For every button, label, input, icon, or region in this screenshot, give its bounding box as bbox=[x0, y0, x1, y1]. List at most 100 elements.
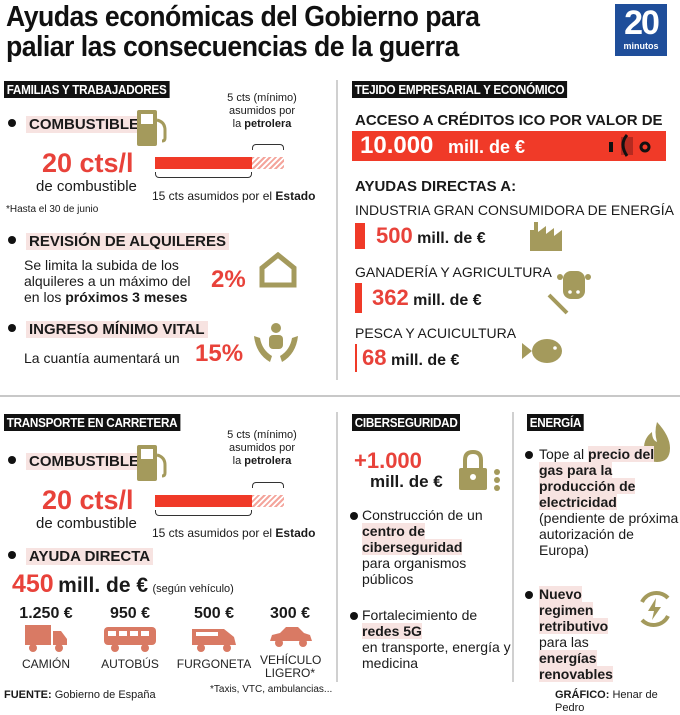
ayuda-directa-value: 450 mill. de € (según vehículo) bbox=[12, 570, 234, 599]
bar-petrolera bbox=[252, 495, 284, 507]
ayuda-directa-number: 450 bbox=[12, 570, 54, 598]
ayuda-bar-pesca bbox=[355, 344, 357, 372]
vehicle-price: 500 € bbox=[193, 605, 235, 622]
ciber-b1-pre: Construcción de un bbox=[362, 507, 483, 523]
transporte-combustible-sub: de combustible bbox=[36, 515, 137, 532]
brace-petrolera bbox=[252, 144, 284, 150]
ayuda-number: 500 bbox=[376, 223, 413, 248]
divider-vertical-top bbox=[336, 80, 338, 380]
vehicle-label: AUTOBÚS bbox=[101, 657, 159, 671]
ciber-b1-bold1: centro de bbox=[362, 523, 426, 539]
bullet-icon bbox=[8, 119, 16, 128]
bullet-icon bbox=[350, 612, 358, 620]
page-title: Ayudas económicas del Gobierno para pali… bbox=[6, 2, 480, 62]
divider-vertical-bottom-2 bbox=[512, 412, 514, 682]
ayuda-bar-ganaderia bbox=[355, 283, 362, 313]
ayuda-bar-industria bbox=[355, 223, 365, 249]
vehicle-label: FURGONETA bbox=[176, 657, 252, 671]
logo-word: minutos bbox=[623, 41, 659, 51]
ayuda-unit: mill. de € bbox=[390, 352, 460, 369]
imv-text: La cuantía aumentará un bbox=[24, 350, 180, 366]
factory-icon bbox=[530, 222, 562, 251]
vehicle-truck: 1.250 € CAMIÓN bbox=[6, 605, 86, 671]
alquileres-text: Se limita la subida de los alquileres a … bbox=[24, 257, 191, 305]
fuel-pump-icon bbox=[137, 445, 167, 481]
ciber-bullet-1: Construcción de un centro de ciberseguri… bbox=[350, 507, 512, 587]
bullet-icon bbox=[525, 591, 533, 599]
petrolera-note: 5 cts (mínimo) asumidos por la petrolera bbox=[226, 92, 298, 131]
ciber-amount: +1.000 bbox=[354, 448, 422, 473]
section-energia-label: ENERGÍA bbox=[527, 414, 584, 431]
van-icon bbox=[192, 629, 236, 652]
imv-title: INGRESO MÍNIMO VITAL bbox=[26, 321, 208, 338]
ayuda-number: 362 bbox=[372, 285, 409, 310]
alquileres-line2: alquileres a un máximo del bbox=[24, 273, 191, 289]
lock-network-icon bbox=[459, 450, 500, 491]
estado-bold: Estado bbox=[275, 526, 316, 540]
vehicle-price: 1.250 € bbox=[19, 605, 73, 622]
vehicle-price: 300 € bbox=[269, 605, 311, 622]
bullet-icon bbox=[525, 451, 533, 459]
divider-horizontal bbox=[0, 395, 680, 397]
combustible-heading: COMBUSTIBLE bbox=[8, 115, 142, 134]
brace-petrolera bbox=[252, 482, 284, 488]
section-familias-label: FAMILIAS Y TRABAJADORES bbox=[4, 81, 170, 98]
ico-unit: mill. de € bbox=[448, 137, 526, 157]
estado-bold: Estado bbox=[275, 189, 316, 203]
bullet-icon bbox=[8, 456, 16, 465]
ico-banner: 10.000 mill. de € bbox=[352, 131, 666, 161]
transporte-combustible-title: COMBUSTIBLE bbox=[26, 453, 142, 470]
imv-value: 15% bbox=[195, 340, 244, 367]
ciber-unit: mill. de € bbox=[370, 472, 443, 491]
bar-estado bbox=[155, 157, 252, 169]
section-tejido-label: TEJIDO EMPRESARIAL Y ECONÓMICO bbox=[352, 81, 568, 98]
vehicle-car: 300 € VEHÍCULO LIGERO* bbox=[250, 605, 330, 680]
petrolera-pre: la bbox=[232, 455, 245, 467]
energia-b2-mid: para las bbox=[539, 634, 589, 650]
credit-label: GRÁFICO: bbox=[555, 689, 610, 701]
ico-logo-icon bbox=[609, 134, 651, 157]
petrolera-line2: asumidos por bbox=[228, 442, 296, 454]
vehicle-label: VEHÍCULO LIGERO* bbox=[260, 653, 322, 680]
bullet-icon bbox=[8, 236, 16, 245]
vehicle-price: 950 € bbox=[109, 605, 151, 622]
car-icon bbox=[270, 627, 312, 647]
transporte-petrolera-note: 5 cts (mínimo) asumidos por la petrolera bbox=[226, 429, 298, 468]
brace-estado bbox=[155, 172, 252, 178]
ayuda-value-pesca: 68 mill. de € bbox=[362, 345, 459, 371]
petrolera-line1: 5 cts (mínimo) bbox=[227, 92, 297, 104]
fish-icon bbox=[522, 339, 562, 363]
combustible-sub: de combustible bbox=[36, 178, 137, 195]
petrolera-pre: la bbox=[232, 118, 245, 130]
ayuda-unit: mill. de € bbox=[417, 230, 486, 247]
ayudas-heading: AYUDAS DIRECTAS A: bbox=[355, 178, 517, 195]
ayuda-label-pesca: PESCA Y ACUICULTURA bbox=[355, 325, 517, 341]
ico-heading: ACCESO A CRÉDITOS ICO POR VALOR DE bbox=[355, 112, 663, 129]
cow-wheat-icon bbox=[547, 271, 591, 315]
bullet-icon bbox=[8, 324, 16, 333]
bar-petrolera bbox=[252, 157, 284, 169]
combustible-note: *Hasta el 30 de junio bbox=[6, 204, 99, 215]
section-ciber-label: CIBERSEGURIDAD bbox=[352, 414, 461, 431]
ico-amount: 10.000 bbox=[360, 132, 434, 159]
bus-icon bbox=[104, 627, 156, 652]
truck-icon bbox=[25, 625, 67, 652]
estado-note: 15 cts asumidos por el Estado bbox=[152, 190, 315, 203]
source-label: FUENTE: bbox=[4, 689, 52, 701]
transporte-combustible-amount: 20 cts/l bbox=[42, 485, 134, 515]
ciber-bullet-2: Fortalecimiento de redes 5G en transport… bbox=[350, 607, 512, 671]
brand-logo: 20 minutos bbox=[615, 4, 667, 56]
house-icon bbox=[259, 252, 297, 288]
footer-credit: GRÁFICO: Henar de Pedro bbox=[555, 689, 680, 715]
divider-vertical-bottom-1 bbox=[336, 412, 338, 682]
alquileres-line3-pre: en los bbox=[24, 289, 66, 305]
ayuda-directa-unit: mill. de € bbox=[58, 574, 149, 597]
vehicle-van: 500 € FURGONETA bbox=[174, 605, 254, 671]
ayuda-directa-title: AYUDA DIRECTA bbox=[26, 548, 154, 565]
alquileres-line3-bold: próximos 3 meses bbox=[65, 289, 188, 305]
energia-b2-bold2: energías renovables bbox=[539, 650, 613, 682]
petrolera-bold: petrolera bbox=[244, 118, 292, 130]
energia-b1-pre: Tope al bbox=[539, 446, 589, 462]
combustible-title: COMBUSTIBLE bbox=[26, 116, 142, 133]
transporte-combustible-heading: COMBUSTIBLE bbox=[8, 452, 142, 471]
